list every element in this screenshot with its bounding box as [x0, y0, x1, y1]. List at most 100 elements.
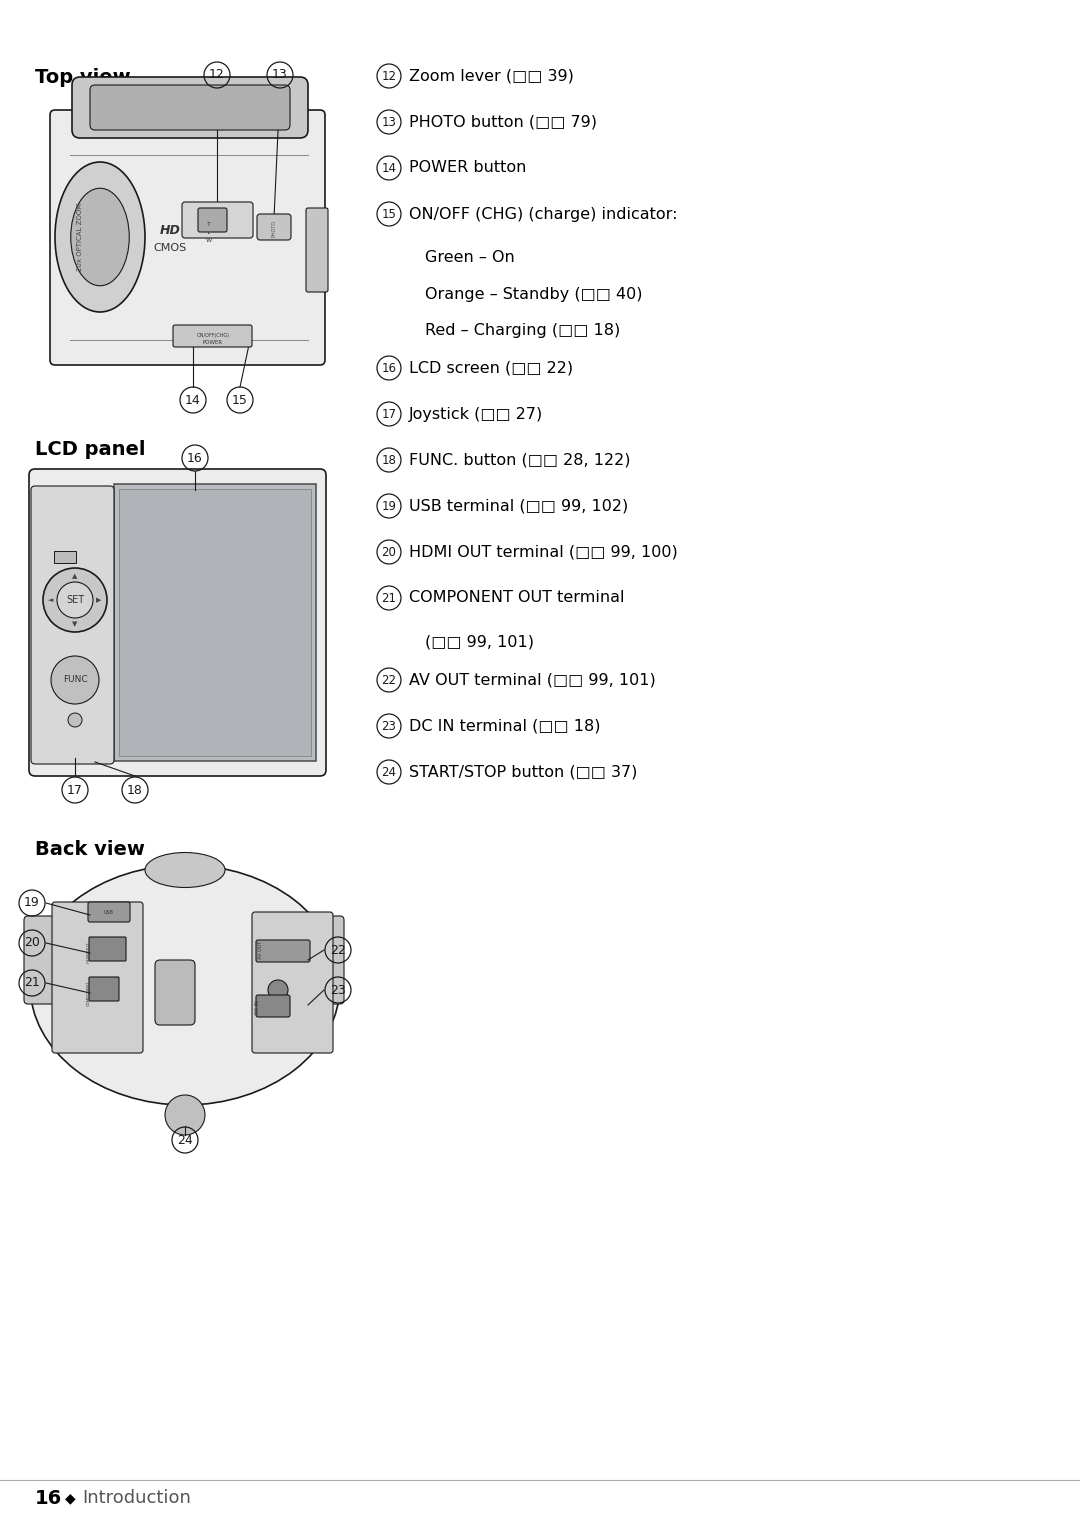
Text: AV OUT terminal (□□ 99, 101): AV OUT terminal (□□ 99, 101)	[409, 672, 656, 687]
Text: 18: 18	[381, 453, 396, 467]
Text: Zoom lever (□□ 39): Zoom lever (□□ 39)	[409, 68, 573, 84]
FancyBboxPatch shape	[301, 916, 345, 1004]
Ellipse shape	[30, 865, 340, 1104]
Text: CMOS: CMOS	[153, 243, 187, 252]
Text: ON/OFF(CHG): ON/OFF(CHG)	[197, 333, 229, 339]
Circle shape	[57, 583, 93, 618]
Text: ◆: ◆	[65, 1491, 76, 1504]
Text: DC IN terminal (□□ 18): DC IN terminal (□□ 18)	[409, 718, 600, 733]
FancyBboxPatch shape	[29, 468, 326, 776]
FancyBboxPatch shape	[252, 913, 333, 1053]
Circle shape	[43, 567, 107, 633]
FancyBboxPatch shape	[89, 937, 126, 961]
FancyBboxPatch shape	[50, 110, 325, 365]
Text: FUNC. button (□□ 28, 122): FUNC. button (□□ 28, 122)	[409, 453, 631, 467]
Text: PHOTO button (□□ 79): PHOTO button (□□ 79)	[409, 114, 597, 129]
Text: ▲: ▲	[72, 573, 78, 580]
Text: 14: 14	[381, 161, 396, 175]
FancyBboxPatch shape	[72, 78, 308, 138]
Text: 21: 21	[381, 592, 396, 604]
Text: HDMI OUT terminal (□□ 99, 100): HDMI OUT terminal (□□ 99, 100)	[409, 545, 678, 560]
FancyBboxPatch shape	[173, 325, 252, 347]
Text: 12: 12	[210, 68, 225, 82]
Text: 21: 21	[24, 976, 40, 990]
Text: DC IN: DC IN	[255, 1001, 260, 1015]
Text: 22: 22	[330, 943, 346, 957]
Circle shape	[268, 980, 288, 999]
Text: 19: 19	[24, 896, 40, 910]
Text: USB: USB	[104, 910, 114, 914]
FancyBboxPatch shape	[89, 976, 119, 1001]
Text: 13: 13	[272, 68, 288, 82]
Text: POWER: POWER	[203, 341, 224, 345]
Text: HDMI OUT: HDMI OUT	[87, 943, 91, 963]
Text: USB terminal (□□ 99, 102): USB terminal (□□ 99, 102)	[409, 499, 629, 514]
Text: Joystick (□□ 27): Joystick (□□ 27)	[409, 406, 543, 421]
FancyBboxPatch shape	[257, 214, 291, 240]
Text: 23: 23	[381, 719, 396, 733]
FancyBboxPatch shape	[256, 995, 291, 1018]
Circle shape	[68, 713, 82, 727]
Text: 15: 15	[232, 394, 248, 406]
Text: Top view: Top view	[35, 68, 131, 87]
Text: 17: 17	[381, 408, 396, 420]
Text: PHOTO: PHOTO	[271, 219, 276, 237]
Ellipse shape	[55, 163, 145, 312]
Text: LCD screen (□□ 22): LCD screen (□□ 22)	[409, 360, 573, 376]
FancyBboxPatch shape	[114, 484, 316, 760]
FancyBboxPatch shape	[54, 551, 76, 563]
Text: 24: 24	[381, 765, 396, 779]
Text: 20: 20	[381, 546, 396, 558]
Text: Green – On: Green – On	[426, 251, 515, 266]
Text: 22: 22	[381, 674, 396, 686]
Text: COMPONENT OUT terminal: COMPONENT OUT terminal	[409, 590, 624, 605]
FancyBboxPatch shape	[52, 902, 143, 1053]
FancyBboxPatch shape	[87, 902, 130, 922]
FancyBboxPatch shape	[31, 487, 114, 764]
Text: 14: 14	[185, 394, 201, 406]
Text: 17: 17	[67, 783, 83, 797]
Text: 16: 16	[187, 452, 203, 464]
Text: START/STOP button (□□ 37): START/STOP button (□□ 37)	[409, 765, 637, 779]
Text: COMPONENT: COMPONENT	[87, 981, 91, 1005]
Text: Introduction: Introduction	[82, 1489, 191, 1507]
Text: (□□ 99, 101): (□□ 99, 101)	[426, 634, 534, 649]
Text: HD: HD	[160, 224, 180, 236]
FancyBboxPatch shape	[24, 916, 67, 1004]
Text: 12: 12	[381, 70, 396, 82]
Text: LCD panel: LCD panel	[35, 440, 146, 459]
Text: 24: 24	[177, 1133, 193, 1147]
Circle shape	[165, 1095, 205, 1135]
Text: 15: 15	[381, 207, 396, 221]
FancyBboxPatch shape	[90, 85, 291, 129]
Text: ◄: ◄	[49, 598, 54, 602]
Text: ▼: ▼	[72, 621, 78, 627]
Text: FUNC: FUNC	[63, 675, 87, 684]
Text: ▶: ▶	[96, 598, 102, 602]
Text: ON/OFF (CHG) (charge) indicator:: ON/OFF (CHG) (charge) indicator:	[409, 207, 677, 222]
Text: 20: 20	[24, 937, 40, 949]
FancyBboxPatch shape	[156, 960, 195, 1025]
Text: POWER button: POWER button	[409, 161, 526, 175]
FancyBboxPatch shape	[198, 208, 227, 233]
Text: 16: 16	[35, 1489, 63, 1507]
Text: W: W	[206, 237, 212, 242]
Text: SET: SET	[66, 595, 84, 605]
Text: 13: 13	[381, 116, 396, 128]
Text: Back view: Back view	[35, 840, 145, 859]
Text: 16: 16	[381, 362, 396, 374]
Ellipse shape	[71, 189, 130, 286]
Text: 18: 18	[127, 783, 143, 797]
Text: •: •	[206, 231, 210, 236]
Text: 19: 19	[381, 499, 396, 513]
Text: 23: 23	[330, 984, 346, 996]
FancyBboxPatch shape	[119, 488, 311, 756]
FancyBboxPatch shape	[306, 208, 328, 292]
Text: Orange – Standby (□□ 40): Orange – Standby (□□ 40)	[426, 286, 643, 301]
Circle shape	[51, 656, 99, 704]
FancyBboxPatch shape	[183, 202, 253, 237]
Text: T: T	[207, 222, 211, 228]
Text: AV OUT: AV OUT	[258, 941, 264, 960]
Text: 20x OPTICAL ZOOM: 20x OPTICAL ZOOM	[77, 202, 83, 271]
FancyBboxPatch shape	[256, 940, 310, 961]
